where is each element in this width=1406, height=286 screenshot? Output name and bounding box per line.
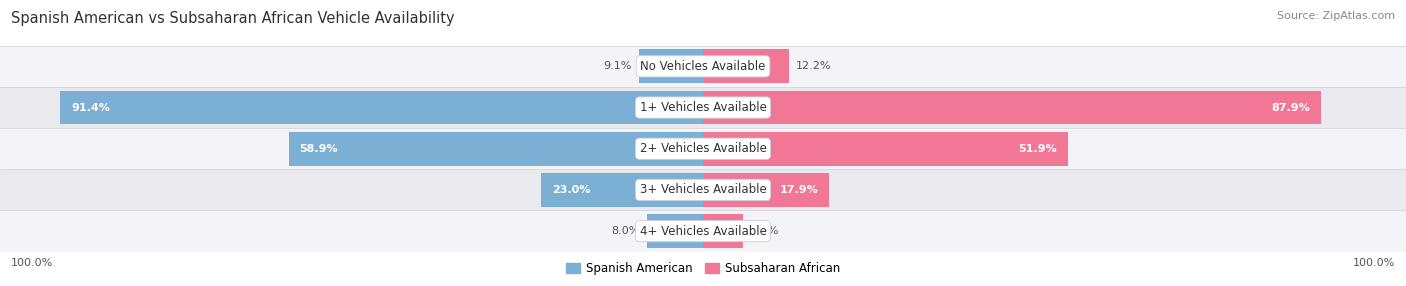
Text: 58.9%: 58.9% <box>299 144 337 154</box>
Bar <box>703 91 1322 124</box>
FancyBboxPatch shape <box>0 210 1406 252</box>
Text: 100.0%: 100.0% <box>1353 258 1395 268</box>
Text: 2+ Vehicles Available: 2+ Vehicles Available <box>640 142 766 155</box>
Text: 100.0%: 100.0% <box>11 258 53 268</box>
Text: 51.9%: 51.9% <box>1019 144 1057 154</box>
FancyBboxPatch shape <box>0 46 1406 87</box>
Text: 5.7%: 5.7% <box>751 226 779 236</box>
Text: 23.0%: 23.0% <box>551 185 591 195</box>
Text: 4+ Vehicles Available: 4+ Vehicles Available <box>640 225 766 238</box>
Text: 3+ Vehicles Available: 3+ Vehicles Available <box>640 183 766 196</box>
Text: 87.9%: 87.9% <box>1271 103 1310 112</box>
Bar <box>541 173 703 207</box>
FancyBboxPatch shape <box>0 87 1406 128</box>
Text: 1+ Vehicles Available: 1+ Vehicles Available <box>640 101 766 114</box>
Bar <box>703 173 830 207</box>
Bar <box>703 214 744 248</box>
Bar <box>647 214 703 248</box>
Text: Source: ZipAtlas.com: Source: ZipAtlas.com <box>1277 11 1395 21</box>
Text: 8.0%: 8.0% <box>612 226 640 236</box>
FancyBboxPatch shape <box>0 169 1406 210</box>
Text: 17.9%: 17.9% <box>779 185 818 195</box>
Text: 9.1%: 9.1% <box>603 61 633 71</box>
Text: Spanish American vs Subsaharan African Vehicle Availability: Spanish American vs Subsaharan African V… <box>11 11 456 26</box>
Bar <box>640 49 703 83</box>
Bar <box>703 132 1069 166</box>
FancyBboxPatch shape <box>0 128 1406 169</box>
Text: 12.2%: 12.2% <box>796 61 831 71</box>
Text: 91.4%: 91.4% <box>70 103 110 112</box>
Bar <box>60 91 703 124</box>
Bar <box>290 132 703 166</box>
Legend: Spanish American, Subsaharan African: Spanish American, Subsaharan African <box>561 258 845 280</box>
Bar <box>703 49 789 83</box>
Text: No Vehicles Available: No Vehicles Available <box>640 60 766 73</box>
